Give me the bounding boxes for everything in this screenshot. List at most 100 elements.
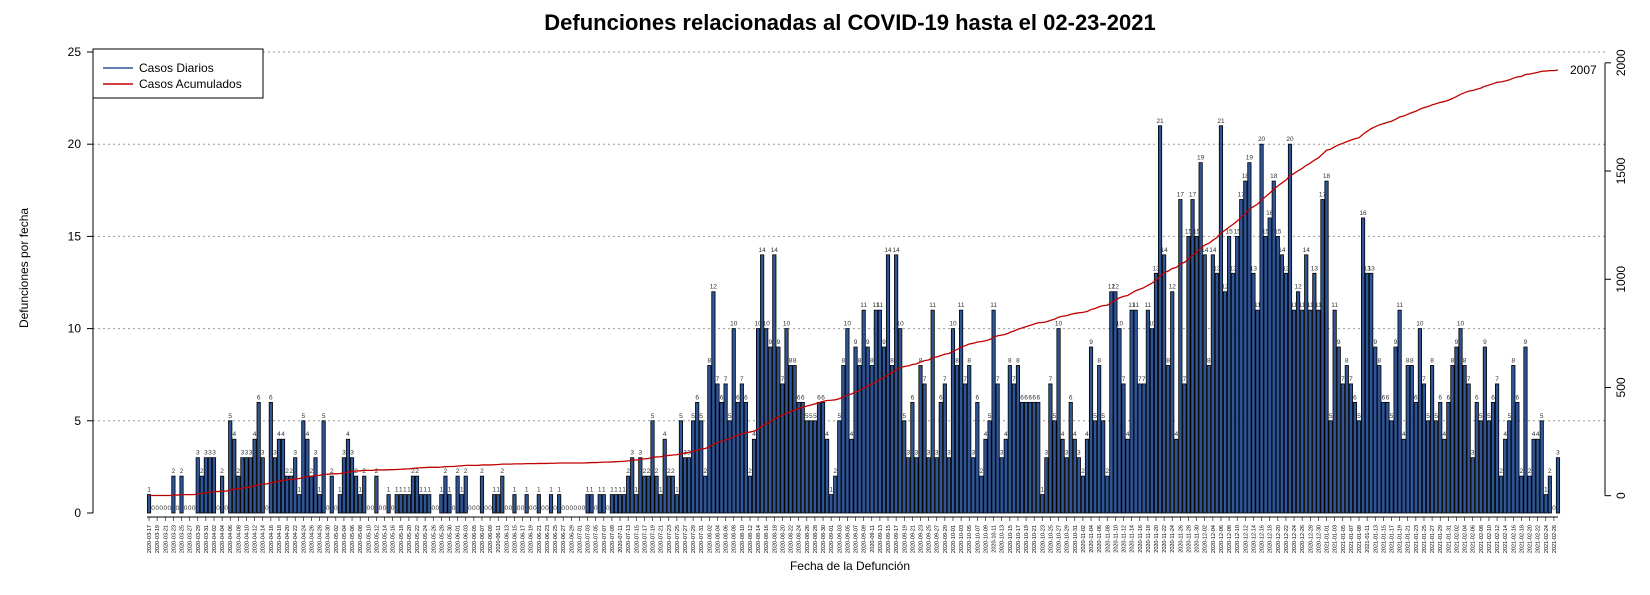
bar — [1088, 346, 1094, 514]
bar-value-label: 1 — [297, 487, 301, 494]
bar — [1024, 401, 1029, 514]
x-tick-label: 2021-02-08 — [1479, 525, 1485, 553]
bar-value-label: 15 — [1262, 228, 1270, 235]
bar — [1153, 272, 1159, 514]
bar — [946, 457, 951, 514]
x-tick-label: 2020-08-16 — [764, 525, 770, 553]
bar — [954, 365, 960, 514]
bar — [1446, 401, 1451, 514]
x-tick-label: 2021-01-01 — [1325, 525, 1331, 553]
bar-value-label: 4 — [277, 431, 281, 438]
bar-value-label: 2 — [500, 468, 504, 475]
bar-value-label: 14 — [1303, 247, 1311, 254]
legend-label-daily: Casos Diarios — [139, 61, 214, 75]
bar-value-label: 9 — [1089, 339, 1093, 346]
bar-value-label: 6 — [257, 394, 261, 401]
x-tick-label: 2020-09-13 — [878, 525, 884, 553]
bar — [260, 457, 265, 514]
bar-value-label: 6 — [1069, 394, 1073, 401]
bar-value-label: 3 — [1556, 450, 1560, 457]
bar-value-label: 7 — [1495, 376, 1499, 383]
bar — [1182, 383, 1187, 514]
y2-tick-label: 1000 — [1614, 266, 1628, 293]
bar — [1084, 438, 1090, 514]
bar — [1194, 235, 1199, 514]
bar — [678, 420, 684, 514]
x-tick-label: 2021-02-12 — [1495, 525, 1501, 553]
bar-value-label: 0 — [366, 505, 370, 512]
bar — [455, 475, 460, 514]
bar-value-label: 2 — [748, 468, 752, 475]
bar-value-label: 6 — [1516, 394, 1520, 401]
x-tick-label: 2020-06-29 — [569, 525, 575, 553]
x-tick-label: 2020-04-16 — [269, 525, 275, 553]
x-tick-label: 2020-11-20 — [1154, 525, 1160, 553]
bar-value-label: 2 — [1548, 468, 1552, 475]
x-tick-label: 2020-05-28 — [439, 525, 445, 553]
bar-value-label: 1 — [549, 487, 553, 494]
x-tick-label: 2020-11-08 — [1105, 525, 1111, 553]
bar-value-label: 8 — [1097, 357, 1101, 364]
bar-value-label: 10 — [949, 321, 957, 328]
x-tick-label: 2020-11-30 — [1195, 525, 1201, 553]
bar-value-label: 5 — [1357, 413, 1361, 420]
bar-value-label: 8 — [919, 357, 923, 364]
x-tick-label: 2020-12-18 — [1268, 525, 1274, 553]
bar-value-label: 4 — [1442, 431, 1446, 438]
bar-value-label: 10 — [1416, 321, 1424, 328]
bar — [1028, 401, 1033, 514]
x-tick-label: 2020-10-21 — [1032, 525, 1038, 553]
bar-value-label: 2 — [667, 468, 671, 475]
bar — [427, 494, 432, 514]
bar-value-label: 4 — [1402, 431, 1406, 438]
x-tick-label: 2020-06-13 — [504, 525, 510, 553]
x-tick-label: 2020-09-07 — [854, 525, 860, 553]
bar-value-label: 7 — [724, 376, 728, 383]
bar — [723, 383, 728, 514]
bar — [1328, 420, 1333, 514]
bar-value-label: 6 — [1386, 394, 1390, 401]
bar-value-label: 0 — [151, 505, 155, 512]
bar — [228, 420, 233, 514]
bar — [524, 494, 529, 514]
bar — [792, 365, 797, 514]
bar — [1324, 180, 1329, 514]
bar-value-label: 7 — [1341, 376, 1345, 383]
y-axis-left: 0 5 10 15 20 25 — [68, 45, 94, 520]
bar — [853, 346, 858, 514]
bar — [1166, 365, 1171, 514]
bar — [1279, 254, 1284, 514]
bar-value-label: 8 — [789, 357, 793, 364]
x-tick-label: 2020-05-24 — [423, 525, 429, 553]
bar-value-label: 1 — [610, 487, 614, 494]
bar-value-label: 7 — [996, 376, 1000, 383]
bar-value-label: 8 — [793, 357, 797, 364]
bar — [1048, 383, 1053, 514]
x-tick-label: 2020-03-17 — [147, 525, 153, 553]
bar — [865, 346, 870, 514]
bar — [816, 401, 822, 514]
bar — [398, 494, 403, 514]
bar — [1332, 309, 1337, 514]
bar — [1373, 346, 1378, 514]
bar — [1486, 420, 1492, 514]
x-tick-label: 2020-11-16 — [1138, 525, 1144, 553]
bar — [500, 475, 505, 514]
bar-value-label: 2 — [1081, 468, 1085, 475]
bar-value-label: 9 — [854, 339, 858, 346]
x-tick-label: 2020-03-31 — [204, 525, 210, 553]
bar — [1275, 235, 1280, 514]
bar-value-label: 3 — [1000, 450, 1004, 457]
bar — [768, 346, 773, 514]
bar-value-label: 1 — [318, 487, 322, 494]
x-tick-label: 2020-05-26 — [431, 525, 437, 553]
bar — [248, 457, 253, 514]
bar — [512, 494, 517, 514]
bar-value-label: 5 — [1101, 413, 1105, 420]
bar — [975, 401, 980, 514]
bar-value-label: 21 — [1156, 118, 1164, 125]
bar-value-label: 1 — [1544, 487, 1548, 494]
bar-value-label: 6 — [821, 394, 825, 401]
bar-value-label: 12 — [1294, 284, 1302, 291]
bar-value-label: 0 — [488, 505, 492, 512]
